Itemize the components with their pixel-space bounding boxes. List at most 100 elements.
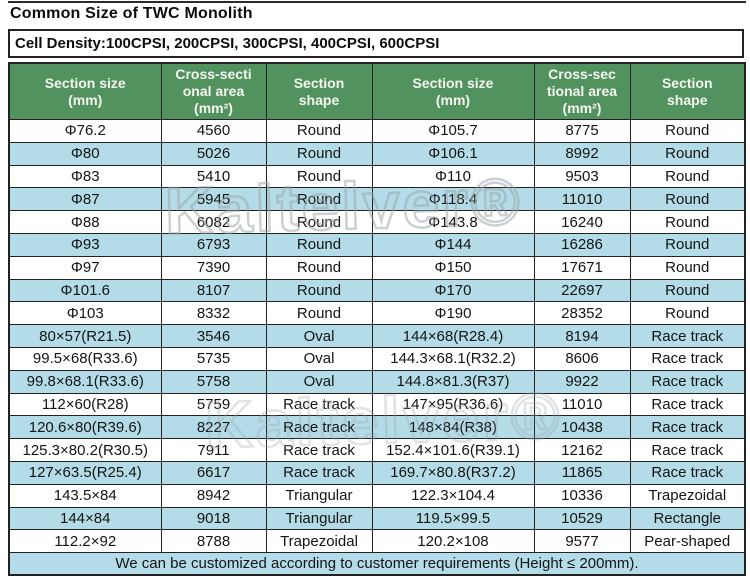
table-cell: 99.5×68(R33.6): [8, 346, 162, 371]
table-cell: Φ101.6: [8, 278, 162, 303]
table-cell: 8992: [533, 141, 631, 166]
table-cell: 4560: [160, 119, 267, 143]
table-cell: 112×60(R28): [8, 392, 162, 417]
column-header-line: (mm): [435, 91, 471, 108]
table-cell: Triangular: [265, 483, 373, 508]
table-cell: 8107: [160, 278, 267, 303]
table-cell: 5026: [160, 141, 267, 166]
table-cell: 8227: [160, 415, 267, 440]
table-cell: 125.3×80.2(R30.5): [8, 438, 162, 462]
table-cell: Φ144: [371, 232, 535, 257]
top-divider: [8, 1, 746, 3]
table-cell: Oval: [265, 324, 373, 348]
table-cell: Φ83: [8, 164, 162, 189]
column-header-line: (mm²): [562, 100, 602, 116]
table-cell: Φ118.4: [371, 187, 535, 212]
table-cell: Round: [265, 164, 373, 189]
table-cell: 144×68(R28.4): [371, 324, 535, 348]
table-cell: Φ170: [371, 278, 535, 303]
table-cell: Round: [629, 301, 746, 326]
table-cell: 5945: [160, 187, 267, 212]
table-cell: 8775: [533, 119, 631, 143]
table-cell: Rectangle: [629, 506, 746, 531]
table-cell: Φ143.8: [371, 210, 535, 234]
table-row: 99.8×68.1(R33.6) 5758 Oval 144.8×81.3(R37) 9…: [8, 369, 746, 394]
table-cell: 9922: [533, 369, 631, 394]
table-cell: Race track: [265, 460, 373, 485]
column-header-line: Cross-secti: [175, 66, 252, 82]
column-header: Section size (mm): [371, 62, 535, 120]
table-cell: Oval: [265, 369, 373, 394]
column-header-line: Section: [661, 74, 713, 91]
table-cell: Race track: [629, 392, 746, 417]
table-row: Φ97 7390 Round Φ150 17671 Round: [8, 255, 746, 280]
table-cell: 8788: [160, 529, 267, 554]
table-cell: 120.6×80(R39.6): [8, 415, 162, 440]
table-row: 120.6×80(R39.6) 8227 Race track 148×84(R38)…: [8, 415, 746, 440]
table-cell: Round: [265, 210, 373, 234]
table-cell: Round: [629, 141, 746, 166]
table-cell: 11865: [533, 460, 631, 485]
table-cell: Φ80: [8, 141, 162, 166]
table-row: 144×84 9018 Triangular 119.5×99.5 10529 Recta…: [8, 506, 746, 531]
table-cell: 148×84(R38): [371, 415, 535, 440]
table-cell: 122.3×104.4: [371, 483, 535, 508]
table-cell: 7911: [160, 438, 267, 462]
table-cell: Race track: [265, 415, 373, 440]
table-cell: 120.2×108: [371, 529, 535, 554]
table-cell: Round: [629, 210, 746, 234]
table-cell: Trapezoidal: [629, 483, 746, 508]
table-cell: Round: [629, 232, 746, 257]
cell-density-text: Cell Density:100CPSI, 200CPSI, 300CPSI, …: [15, 35, 440, 52]
table-footer: We can be customized according to custom…: [8, 552, 746, 576]
table-cell: 8942: [160, 483, 267, 508]
table-cell: 6617: [160, 460, 267, 485]
table-cell: Race track: [629, 346, 746, 371]
table-cell: Round: [629, 255, 746, 280]
table-cell: Round: [265, 301, 373, 326]
column-header: Section shape: [265, 62, 373, 120]
table-cell: Φ106.1: [371, 141, 535, 166]
table-row: 143.5×84 8942 Triangular 122.3×104.4 10336 Tr…: [8, 483, 746, 508]
column-header-line: Section: [293, 74, 345, 91]
table-cell: Triangular: [265, 506, 373, 531]
table-cell: 112.2×92: [8, 529, 162, 554]
table-cell: Φ93: [8, 232, 162, 257]
column-header-line: Section size: [412, 74, 494, 91]
table-cell: 144.8×81.3(R37): [371, 369, 535, 394]
table-cell: 10336: [533, 483, 631, 508]
table-cell: 143.5×84: [8, 483, 162, 508]
table-cell: 9577: [533, 529, 631, 554]
table-cell: 8606: [533, 346, 631, 371]
table-cell: Round: [265, 232, 373, 257]
table-cell: Φ150: [371, 255, 535, 280]
table-cell: 22697: [533, 278, 631, 303]
table-cell: Race track: [629, 415, 746, 440]
table-cell: 6082: [160, 210, 267, 234]
page-title: Common Size of TWC Monolith: [10, 5, 253, 22]
table-cell: Φ88: [8, 210, 162, 234]
column-header-line: tional area: [546, 83, 618, 99]
table-row: 99.5×68(R33.6) 5735 Oval 144.3×68.1(R32.2) 8…: [8, 346, 746, 371]
table-cell: Race track: [265, 392, 373, 417]
table-cell: 152.4×101.6(R39.1): [371, 438, 535, 462]
table-cell: Oval: [265, 346, 373, 371]
table-row: 127×63.5(R25.4) 6617 Race track 169.7×80.8(…: [8, 460, 746, 485]
table-cell: Φ103: [8, 301, 162, 326]
table-cell: Φ110: [371, 164, 535, 189]
column-header: Section size (mm): [8, 62, 162, 120]
table-cell: 17671: [533, 255, 631, 280]
table-row: 112×60(R28) 5759 Race track 147×95(R36.6) 11…: [8, 392, 746, 417]
table-cell: Φ190: [371, 301, 535, 326]
table-row: Φ101.6 8107 Round Φ170 22697 Round: [8, 278, 746, 303]
cell-density-banner: Cell Density:100CPSI, 200CPSI, 300CPSI, …: [8, 29, 744, 58]
table-cell: 5735: [160, 346, 267, 371]
table-cell: Round: [265, 278, 373, 303]
table-cell: 3546: [160, 324, 267, 348]
table-cell: 99.8×68.1(R33.6): [8, 369, 162, 394]
table-cell: 7390: [160, 255, 267, 280]
table-cell: Race track: [265, 438, 373, 462]
table-cell: 144.3×68.1(R32.2): [371, 346, 535, 371]
table-cell: 127×63.5(R25.4): [8, 460, 162, 485]
